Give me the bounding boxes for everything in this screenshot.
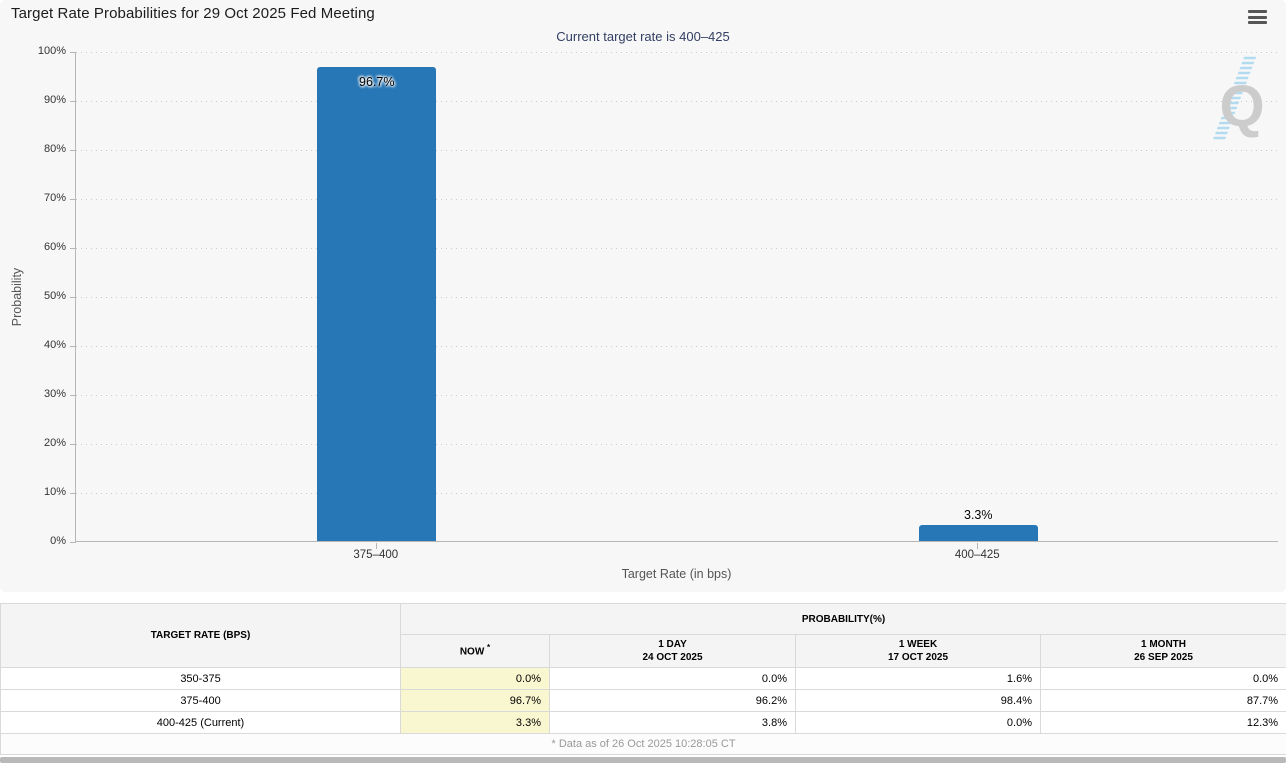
gridline (76, 101, 1278, 102)
now-footnote-marker: * (487, 643, 490, 652)
y-tick-mark (70, 199, 76, 200)
y-tick-label: 20% (0, 437, 66, 449)
rate-cell: 350-375 (1, 668, 401, 690)
week-value-cell: 98.4% (796, 690, 1041, 712)
y-tick-label: 70% (0, 192, 66, 204)
now-label: NOW (460, 647, 484, 658)
day-value-cell: 3.8% (550, 712, 796, 734)
table-row: 375-400 96.7% 96.2% 98.4% 87.7% (1, 690, 1286, 712)
table-header-row-group: TARGET RATE (BPS) PROBABILITY(%) (1, 604, 1286, 635)
y-tick-mark (70, 297, 76, 298)
plot-area: 96.7% 3.3% (75, 52, 1278, 542)
y-tick-mark (70, 150, 76, 151)
watermark-letter: Q (1219, 74, 1264, 139)
col-header-target-rate: TARGET RATE (BPS) (1, 604, 401, 668)
y-tick-mark (70, 346, 76, 347)
hamburger-icon (1248, 10, 1267, 13)
period-date: 26 SEP 2025 (1049, 651, 1278, 664)
gridline (76, 395, 1278, 396)
y-tick-label: 90% (0, 94, 66, 106)
x-tick-label: 400–425 (955, 549, 1000, 561)
y-tick-mark (70, 248, 76, 249)
week-value-cell: 1.6% (796, 668, 1041, 690)
y-tick-label: 80% (0, 143, 66, 155)
table-footer-row: * Data as of 26 Oct 2025 10:28:05 CT (1, 734, 1286, 755)
table-row: 350-375 0.0% 0.0% 1.6% 0.0% (1, 668, 1286, 690)
period-date: 24 OCT 2025 (558, 651, 787, 664)
chart-subtitle: Current target rate is 400–425 (0, 29, 1286, 44)
gridline (76, 346, 1278, 347)
quikstrike-watermark-logo: Q (1200, 56, 1272, 140)
now-value-cell: 96.7% (401, 690, 550, 712)
day-value-cell: 96.2% (550, 690, 796, 712)
y-tick-mark (70, 493, 76, 494)
probability-table: TARGET RATE (BPS) PROBABILITY(%) NOW * 1… (0, 603, 1286, 755)
y-tick-mark (70, 52, 76, 53)
week-value-cell: 0.0% (796, 712, 1041, 734)
col-header-now: NOW * (401, 635, 550, 668)
y-tick-label: 10% (0, 486, 66, 498)
menu-button[interactable] (1248, 10, 1267, 24)
chart-card: Target Rate Probabilities for 29 Oct 202… (0, 0, 1286, 592)
table-row: 400-425 (Current) 3.3% 3.8% 0.0% 12.3% (1, 712, 1286, 734)
gridline (76, 297, 1278, 298)
x-tick-label: 375–400 (353, 549, 398, 561)
bar-value-label: 3.3% (964, 508, 993, 522)
month-value-cell: 87.7% (1041, 690, 1286, 712)
period-label: 1 WEEK (804, 638, 1032, 651)
probability-bar (919, 525, 1038, 541)
y-tick-label: 50% (0, 290, 66, 302)
gridline (76, 52, 1278, 53)
rate-cell: 400-425 (Current) (1, 712, 401, 734)
rate-cell: 375-400 (1, 690, 401, 712)
month-value-cell: 0.0% (1041, 668, 1286, 690)
bar-value-label: 96.7% (359, 75, 394, 89)
now-value-cell: 0.0% (401, 668, 550, 690)
probability-bar (317, 67, 436, 541)
hamburger-icon (1248, 16, 1267, 19)
x-axis: 375–400 400–425 (75, 543, 1278, 565)
period-label: 1 DAY (558, 638, 787, 651)
x-axis-title: Target Rate (in bps) (75, 567, 1278, 581)
period-date: 17 OCT 2025 (804, 651, 1032, 664)
y-tick-label: 60% (0, 241, 66, 253)
y-tick-label: 100% (0, 45, 66, 57)
y-tick-label: 30% (0, 388, 66, 400)
month-value-cell: 12.3% (1041, 712, 1286, 734)
gridline (76, 150, 1278, 151)
y-axis-tick-labels: 0% 10% 20% 30% 40% 50% 60% 70% 80% 90% 100% (0, 0, 66, 592)
gridline (76, 199, 1278, 200)
hamburger-icon (1248, 21, 1267, 24)
day-value-cell: 0.0% (550, 668, 796, 690)
period-label: 1 MONTH (1049, 638, 1278, 651)
y-tick-label: 0% (0, 535, 66, 547)
y-tick-mark (70, 444, 76, 445)
now-value-cell: 3.3% (401, 712, 550, 734)
data-asof-note: * Data as of 26 Oct 2025 10:28:05 CT (1, 734, 1286, 755)
horizontal-scrollbar[interactable] (0, 757, 1286, 763)
y-tick-mark (70, 101, 76, 102)
col-header-probability: PROBABILITY(%) (401, 604, 1286, 635)
gridline (76, 444, 1278, 445)
y-tick-mark (70, 395, 76, 396)
y-tick-label: 40% (0, 339, 66, 351)
gridline (76, 493, 1278, 494)
gridline (76, 248, 1278, 249)
